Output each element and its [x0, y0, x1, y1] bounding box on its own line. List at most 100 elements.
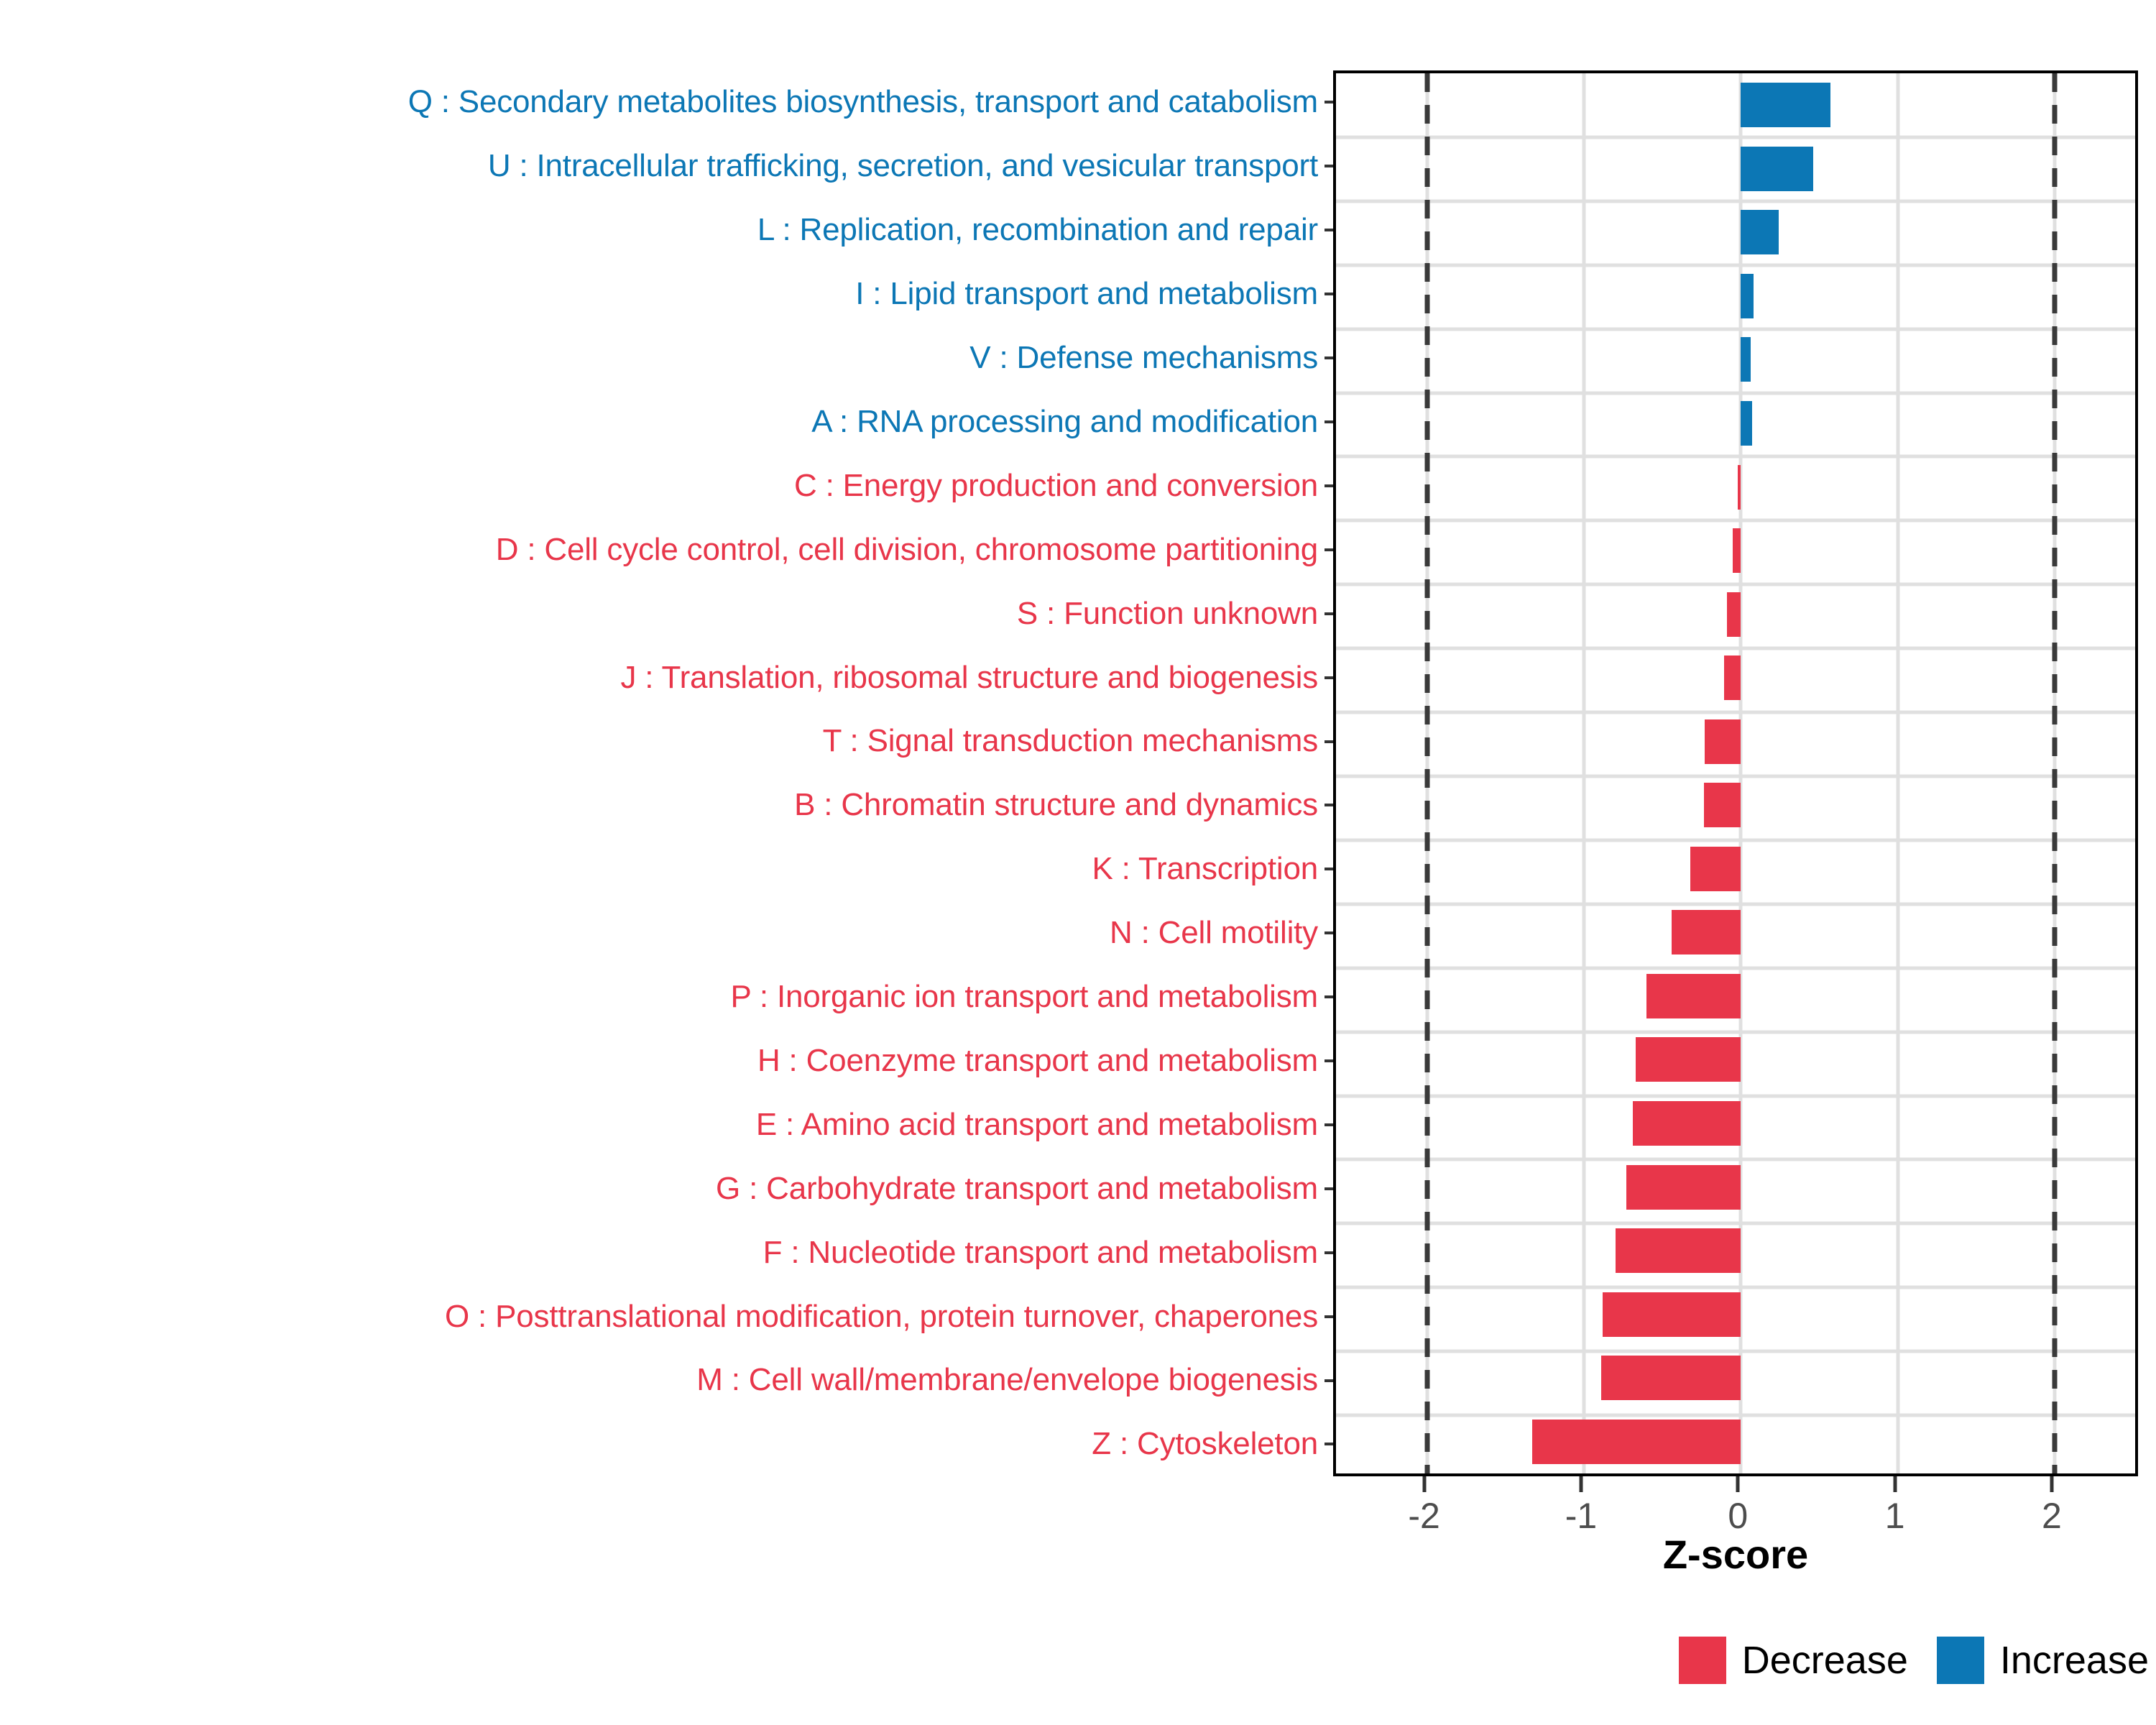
y-tick-row [1325, 70, 1333, 134]
threshold-line [2052, 73, 2058, 1473]
y-tick-mark [1325, 1379, 1333, 1382]
bar-row [1336, 1409, 2135, 1473]
x-tick-mark [1422, 1476, 1427, 1492]
gridline-vertical [1896, 73, 1900, 1473]
y-tick-mark [1325, 548, 1333, 551]
x-tick-mark [1579, 1476, 1583, 1492]
gridline-horizontal [1336, 966, 2135, 970]
y-tick-row [1325, 709, 1333, 773]
category-label-row: H : Coenzyme transport and metabolism [0, 1029, 1330, 1093]
bar [1672, 910, 1741, 955]
bar-row [1336, 965, 2135, 1029]
y-tick-row [1325, 1029, 1333, 1093]
category-label: Z : Cytoskeleton [1092, 1426, 1318, 1462]
y-tick-mark [1325, 101, 1333, 104]
x-tick-mark [1893, 1476, 1897, 1492]
bar [1741, 401, 1752, 446]
gridline-horizontal [1336, 391, 2135, 395]
legend-swatch-icon [1936, 1637, 1984, 1684]
bar-row [1336, 1346, 2135, 1410]
gridline-horizontal [1336, 582, 2135, 586]
category-label: Q : Secondary metabolites biosynthesis, … [407, 84, 1318, 120]
y-axis-tick-marks [1325, 70, 1333, 1476]
bar-row [1336, 709, 2135, 773]
bar-row [1336, 264, 2135, 328]
y-tick-row [1325, 518, 1333, 581]
bar-row [1336, 1155, 2135, 1219]
gridline-horizontal [1336, 135, 2135, 139]
y-tick-mark [1325, 995, 1333, 999]
bar [1703, 783, 1741, 828]
category-label-row: J : Translation, ribosomal structure and… [0, 645, 1330, 709]
bar [1635, 1037, 1741, 1082]
category-label: K : Transcription [1092, 851, 1318, 887]
bar [1726, 592, 1741, 637]
y-tick-mark [1325, 676, 1333, 679]
gridline-horizontal [1336, 1094, 2135, 1098]
category-label-row: D : Cell cycle control, cell division, c… [0, 518, 1330, 581]
gridline-horizontal [1336, 518, 2135, 523]
bar [1741, 146, 1813, 191]
gridline-horizontal [1336, 1030, 2135, 1034]
y-tick-row [1325, 326, 1333, 390]
bar-row [1336, 837, 2135, 901]
y-tick-row [1325, 1156, 1333, 1220]
legend-item-decrease[interactable]: Decrease [1678, 1637, 1908, 1684]
category-label-row: O : Posttranslational modification, prot… [0, 1284, 1330, 1348]
y-tick-mark [1325, 1443, 1333, 1446]
gridline-horizontal [1336, 1349, 2135, 1353]
category-label-row: F : Nucleotide transport and metabolism [0, 1220, 1330, 1284]
y-tick-mark [1325, 1315, 1333, 1318]
y-tick-mark [1325, 229, 1333, 232]
category-label-row: S : Function unknown [0, 581, 1330, 645]
category-label: S : Function unknown [1016, 595, 1318, 631]
bar [1646, 973, 1741, 1018]
bar [1741, 83, 1830, 128]
category-label-row: T : Signal transduction mechanisms [0, 709, 1330, 773]
gridline-horizontal [1336, 710, 2135, 714]
gridline-horizontal [1336, 838, 2135, 842]
y-tick-mark [1325, 165, 1333, 168]
y-tick-row [1325, 901, 1333, 965]
legend-item-increase[interactable]: Increase [1936, 1637, 2149, 1684]
bar-row [1336, 73, 2135, 137]
gridline-horizontal [1336, 454, 2135, 459]
y-tick-row [1325, 965, 1333, 1029]
category-label: D : Cell cycle control, cell division, c… [495, 531, 1318, 567]
bar-row [1336, 137, 2135, 201]
category-label-row: Q : Secondary metabolites biosynthesis, … [0, 70, 1330, 134]
bar [1741, 273, 1754, 318]
x-tick-mark [2050, 1476, 2054, 1492]
bar-row [1336, 901, 2135, 965]
bar-row [1336, 519, 2135, 583]
category-label-row: N : Cell motility [0, 901, 1330, 965]
x-axis: -2 -1 0 1 2 [1333, 1476, 2138, 1570]
x-tick-mark [1736, 1476, 1740, 1492]
category-label-row: E : Amino acid transport and metabolism [0, 1093, 1330, 1157]
bar [1632, 1101, 1741, 1146]
x-tick-label: -2 [1408, 1496, 1440, 1536]
y-tick-mark [1325, 484, 1333, 487]
bars-layer [1336, 73, 2135, 1473]
category-label: B : Chromatin structure and dynamics [794, 787, 1318, 823]
y-tick-row [1325, 198, 1333, 262]
y-tick-mark [1325, 1123, 1333, 1126]
category-label: O : Posttranslational modification, prot… [445, 1298, 1318, 1334]
bar-row [1336, 1282, 2135, 1346]
category-label-row: G : Carbohydrate transport and metabolis… [0, 1156, 1330, 1220]
gridline-horizontal [1336, 1413, 2135, 1417]
y-tick-row [1325, 837, 1333, 901]
y-tick-row [1325, 581, 1333, 645]
y-tick-mark [1325, 420, 1333, 423]
gridline-horizontal [1336, 774, 2135, 778]
bar-row [1336, 201, 2135, 264]
category-label: J : Translation, ribosomal structure and… [620, 659, 1318, 695]
category-label: M : Cell wall/membrane/envelope biogenes… [696, 1362, 1318, 1398]
x-tick-label: 1 [1884, 1496, 1905, 1536]
legend-label: Increase [1999, 1639, 2149, 1682]
bar [1600, 1356, 1741, 1401]
y-tick-row [1325, 390, 1333, 454]
category-label-row: L : Replication, recombination and repai… [0, 198, 1330, 262]
category-label: E : Amino acid transport and metabolism [755, 1106, 1318, 1142]
gridline-horizontal [1336, 199, 2135, 203]
